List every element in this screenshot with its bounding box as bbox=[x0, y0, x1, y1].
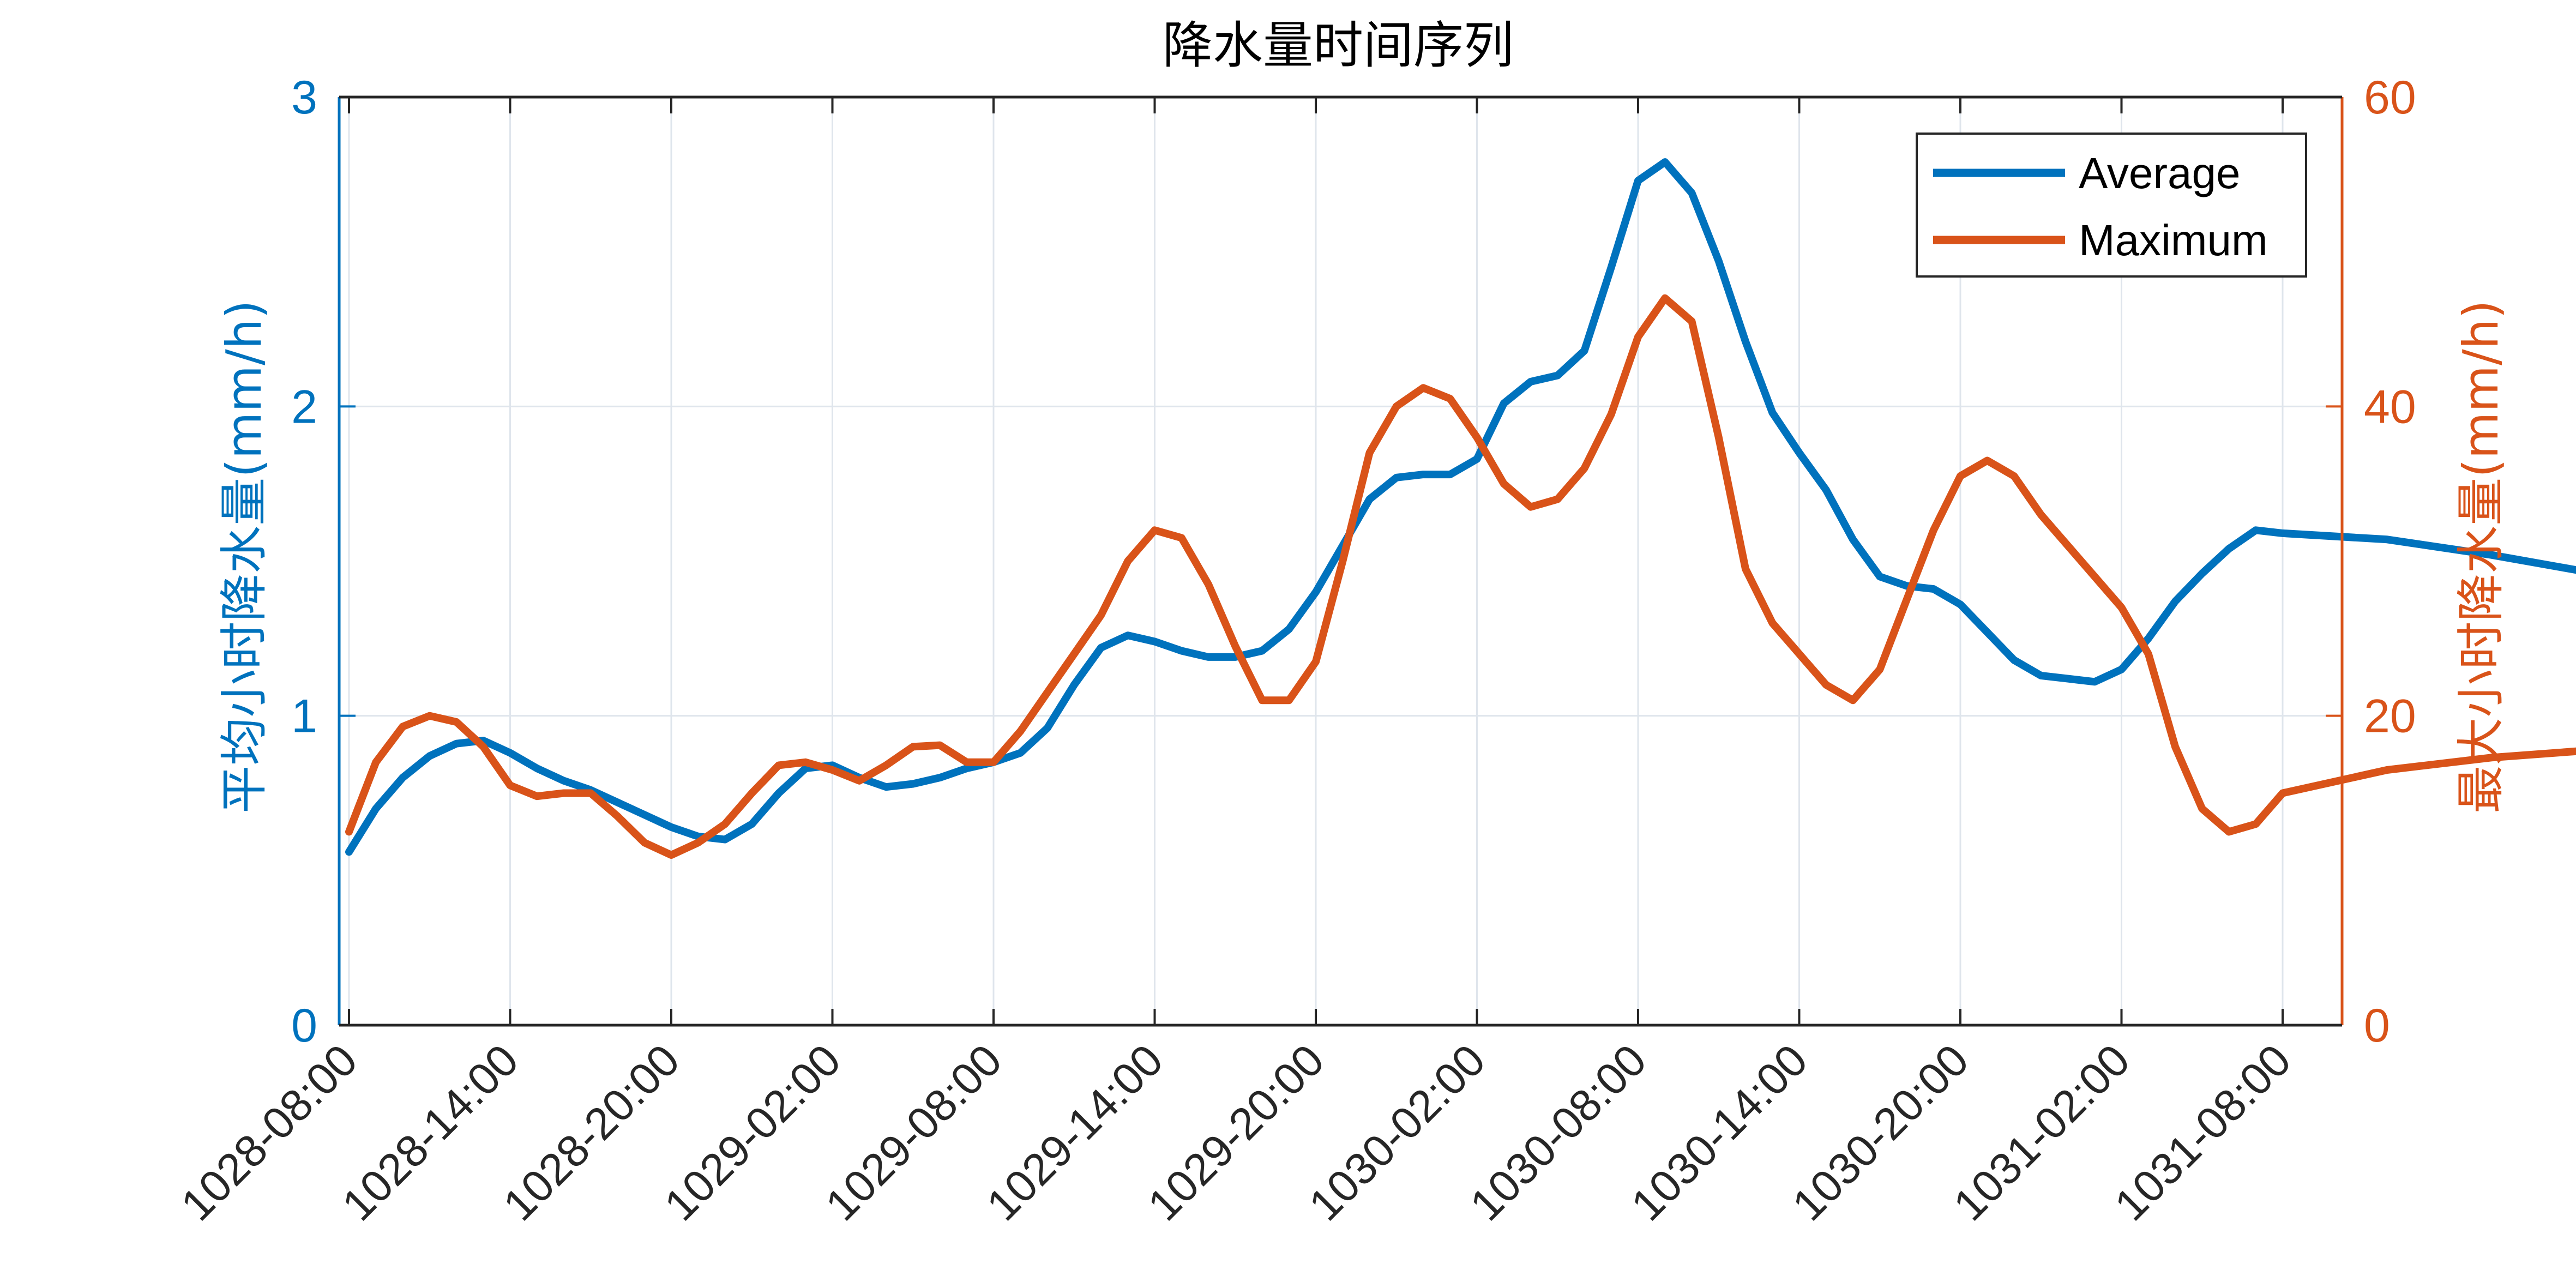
y-left-tick-label: 3 bbox=[291, 71, 317, 124]
legend: Average Maximum bbox=[1916, 133, 2307, 278]
series-line-average bbox=[345, 158, 2576, 856]
series-line-maximum bbox=[345, 294, 2576, 859]
y-right-tick-label: 60 bbox=[2364, 71, 2416, 124]
y-tick-labels: 0 1 2 3 0 20 40 60 bbox=[291, 71, 2416, 1052]
series-lines bbox=[345, 158, 2576, 859]
y-right-tick-label: 40 bbox=[2364, 381, 2416, 433]
y-axis-left-label: 平均小时降水量(mm/h) bbox=[216, 300, 272, 814]
chart-title: 降水量时间序列 bbox=[1163, 16, 1514, 75]
y-left-tick-label: 2 bbox=[291, 381, 317, 433]
y-left-tick-label: 1 bbox=[291, 690, 317, 743]
y-axis-right-label: 最大小时降水量(mm/h) bbox=[2453, 300, 2509, 814]
legend-box bbox=[1916, 133, 2307, 278]
y-right-tick-label: 20 bbox=[2364, 690, 2416, 743]
y-right-tick-label: 0 bbox=[2364, 1000, 2390, 1052]
y-left-tick-label: 0 bbox=[291, 1000, 317, 1052]
legend-label-maximum: Maximum bbox=[2079, 216, 2268, 264]
legend-label-average: Average bbox=[2079, 149, 2241, 197]
axes bbox=[338, 95, 2344, 1027]
